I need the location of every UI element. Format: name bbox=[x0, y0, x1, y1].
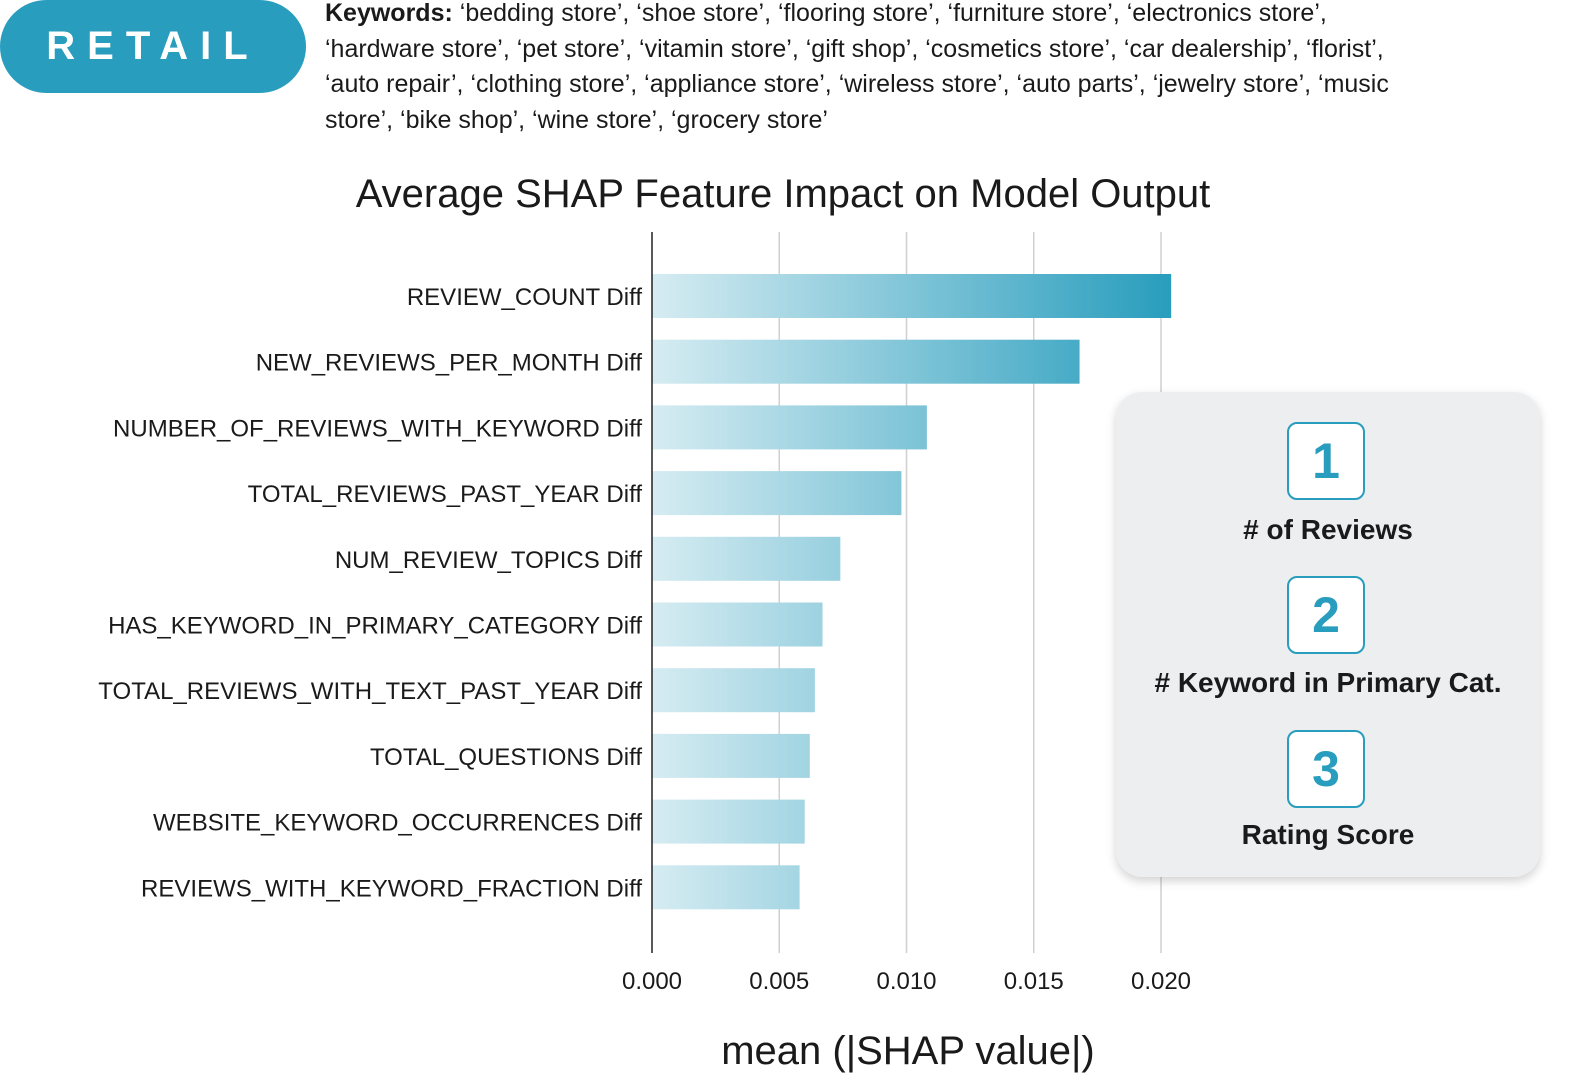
retail-badge: RETAIL bbox=[0, 0, 306, 93]
rank-label-3: Rating Score bbox=[1241, 819, 1415, 850]
rank-badge-3: 3 bbox=[1287, 730, 1365, 808]
category-label: TOTAL_REVIEWS_PAST_YEAR Diff bbox=[248, 481, 643, 508]
x-axis-label: mean (|SHAP value|) bbox=[721, 1029, 1095, 1073]
category-label: NUM_REVIEW_TOPICS Diff bbox=[335, 547, 643, 574]
bar bbox=[652, 602, 823, 647]
keywords-text: Keywords: ‘bedding store’, ‘shoe store’,… bbox=[325, 0, 1405, 138]
category-label: WEBSITE_KEYWORD_OCCURRENCES Diff bbox=[153, 810, 642, 837]
bar bbox=[652, 865, 800, 910]
x-tick-label: 0.005 bbox=[749, 968, 809, 995]
keywords-label: Keywords: bbox=[325, 0, 453, 27]
bar bbox=[652, 471, 902, 516]
bar bbox=[652, 668, 815, 713]
rank-badge-2: 2 bbox=[1287, 576, 1365, 654]
bar bbox=[652, 536, 841, 581]
category-label: HAS_KEYWORD_IN_PRIMARY_CATEGORY Diff bbox=[108, 613, 642, 640]
rank-label-1: # of Reviews bbox=[1243, 514, 1413, 545]
x-tick-label: 0.015 bbox=[1004, 968, 1064, 995]
category-label: NEW_REVIEWS_PER_MONTH Diff bbox=[256, 350, 643, 377]
feature-ranking-legend: 1 # of Reviews 2 # Keyword in Primary Ca… bbox=[1116, 392, 1540, 877]
bar bbox=[652, 339, 1080, 384]
bar bbox=[652, 274, 1172, 318]
x-tick-label: 0.020 bbox=[1131, 968, 1191, 995]
bar bbox=[652, 733, 810, 778]
category-label: REVIEW_COUNT Diff bbox=[407, 284, 642, 311]
rank-badge-1: 1 bbox=[1287, 422, 1365, 500]
rank-label-2: # Keyword in Primary Cat. bbox=[1154, 667, 1502, 698]
bar bbox=[652, 405, 927, 450]
chart-title: Average SHAP Feature Impact on Model Out… bbox=[356, 172, 1211, 216]
x-tick-label: 0.010 bbox=[876, 968, 936, 995]
keywords-list: ‘bedding store’, ‘shoe store’, ‘flooring… bbox=[325, 0, 1389, 134]
category-label: TOTAL_QUESTIONS Diff bbox=[370, 744, 642, 771]
category-label: NUMBER_OF_REVIEWS_WITH_KEYWORD Diff bbox=[113, 415, 642, 442]
bar bbox=[652, 799, 805, 844]
category-label: REVIEWS_WITH_KEYWORD_FRACTION Diff bbox=[141, 875, 642, 902]
x-tick-label: 0.000 bbox=[622, 968, 682, 995]
category-label: TOTAL_REVIEWS_WITH_TEXT_PAST_YEAR Diff bbox=[98, 678, 642, 705]
